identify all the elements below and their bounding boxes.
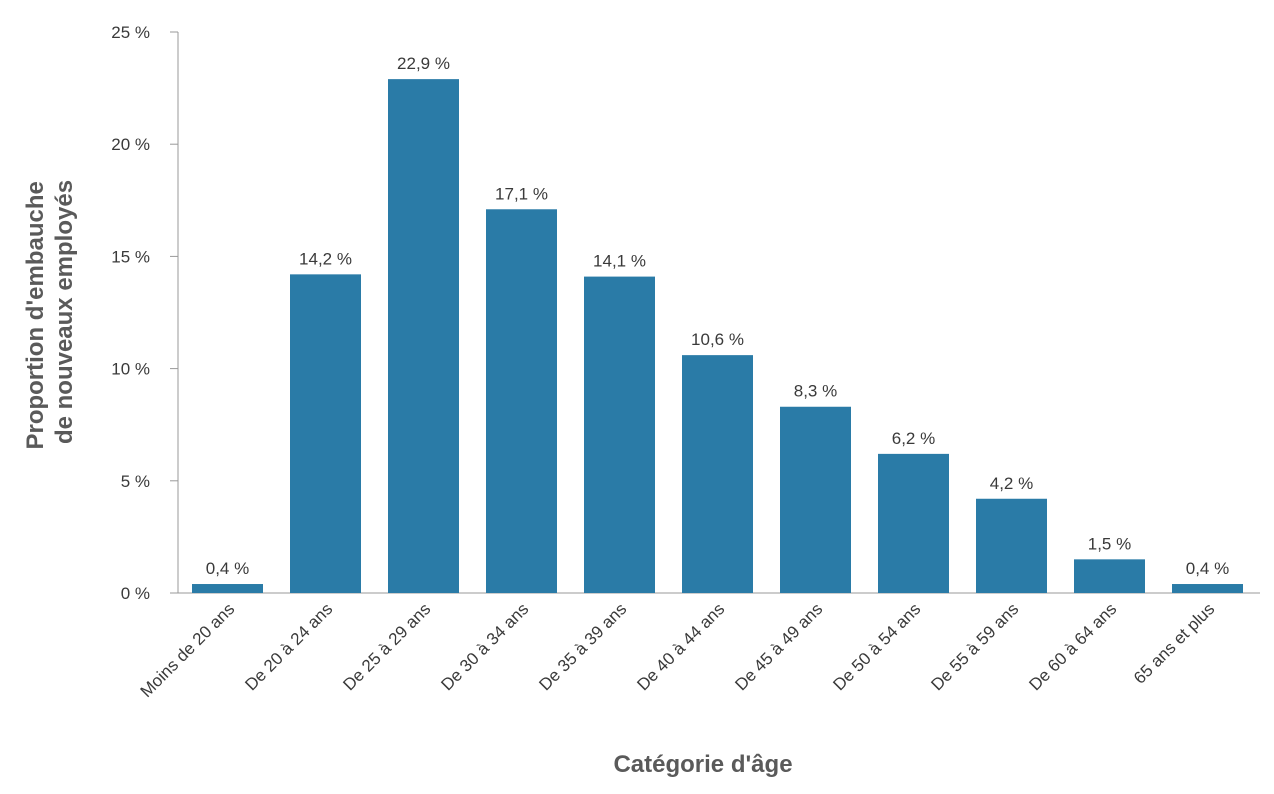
y-tick-label: 20 % [111, 135, 150, 154]
y-tick-label: 5 % [121, 472, 150, 491]
x-tick-label: De 40 à 44 ans [633, 599, 728, 694]
bar-value-label: 10,6 % [691, 330, 744, 349]
bar-value-label: 8,3 % [794, 382, 837, 401]
y-axis-title-line-1: Proportion d'embauche [22, 181, 49, 449]
bar [388, 79, 459, 593]
bar [780, 406, 851, 593]
bar [682, 355, 753, 593]
bar [878, 453, 949, 593]
x-tick-label: De 20 à 24 ans [241, 599, 336, 694]
x-tick-label: Moins de 20 ans [137, 599, 239, 701]
bar-value-label: 14,2 % [299, 249, 352, 268]
x-axis-title: Catégorie d'âge [613, 751, 792, 778]
bar [486, 209, 557, 593]
y-axis-title: Proportion d'embauche de nouveaux employ… [22, 174, 78, 449]
bar-value-label: 0,4 % [1186, 559, 1229, 578]
x-axis-labels: Moins de 20 ans De 20 à 24 ans De 25 à 29 … [137, 599, 1219, 701]
x-tick-label: De 60 à 64 ans [1025, 599, 1120, 694]
bar [976, 498, 1047, 593]
bar-value-label: 1,5 % [1088, 534, 1131, 553]
bar-value-label: 22,9 % [397, 54, 450, 73]
y-tick-label: 0 % [121, 584, 150, 603]
x-tick-label: De 30 à 34 ans [437, 599, 532, 694]
x-tick-label: De 55 à 59 ans [927, 599, 1022, 694]
y-axis-title-line-2: de nouveaux employés [51, 180, 78, 444]
bar [1074, 559, 1145, 593]
bar [290, 274, 361, 593]
bar [192, 584, 263, 593]
bar-value-label: 17,1 % [495, 184, 548, 203]
x-tick-label: 65 ans et plus [1130, 599, 1218, 687]
y-tick-label: 10 % [111, 360, 150, 379]
bar-value-label: 6,2 % [892, 429, 935, 448]
x-tick-label: De 25 à 29 ans [339, 599, 434, 694]
x-tick-label: De 35 à 39 ans [535, 599, 630, 694]
bar [584, 276, 655, 593]
x-tick-label: De 50 à 54 ans [829, 599, 924, 694]
bars: 0,4 % 14,2 % 22,9 % 17,1 % 14,1 % 10,6 % 8,3 %… [192, 54, 1243, 593]
x-tick-label: De 45 à 49 ans [731, 599, 826, 694]
bar-value-label: 0,4 % [206, 559, 249, 578]
y-tick-label: 25 % [111, 23, 150, 42]
y-tick-label: 15 % [111, 247, 150, 266]
bar [1172, 584, 1243, 593]
bar-value-label: 4,2 % [990, 474, 1033, 493]
bar-value-label: 14,1 % [593, 252, 646, 271]
